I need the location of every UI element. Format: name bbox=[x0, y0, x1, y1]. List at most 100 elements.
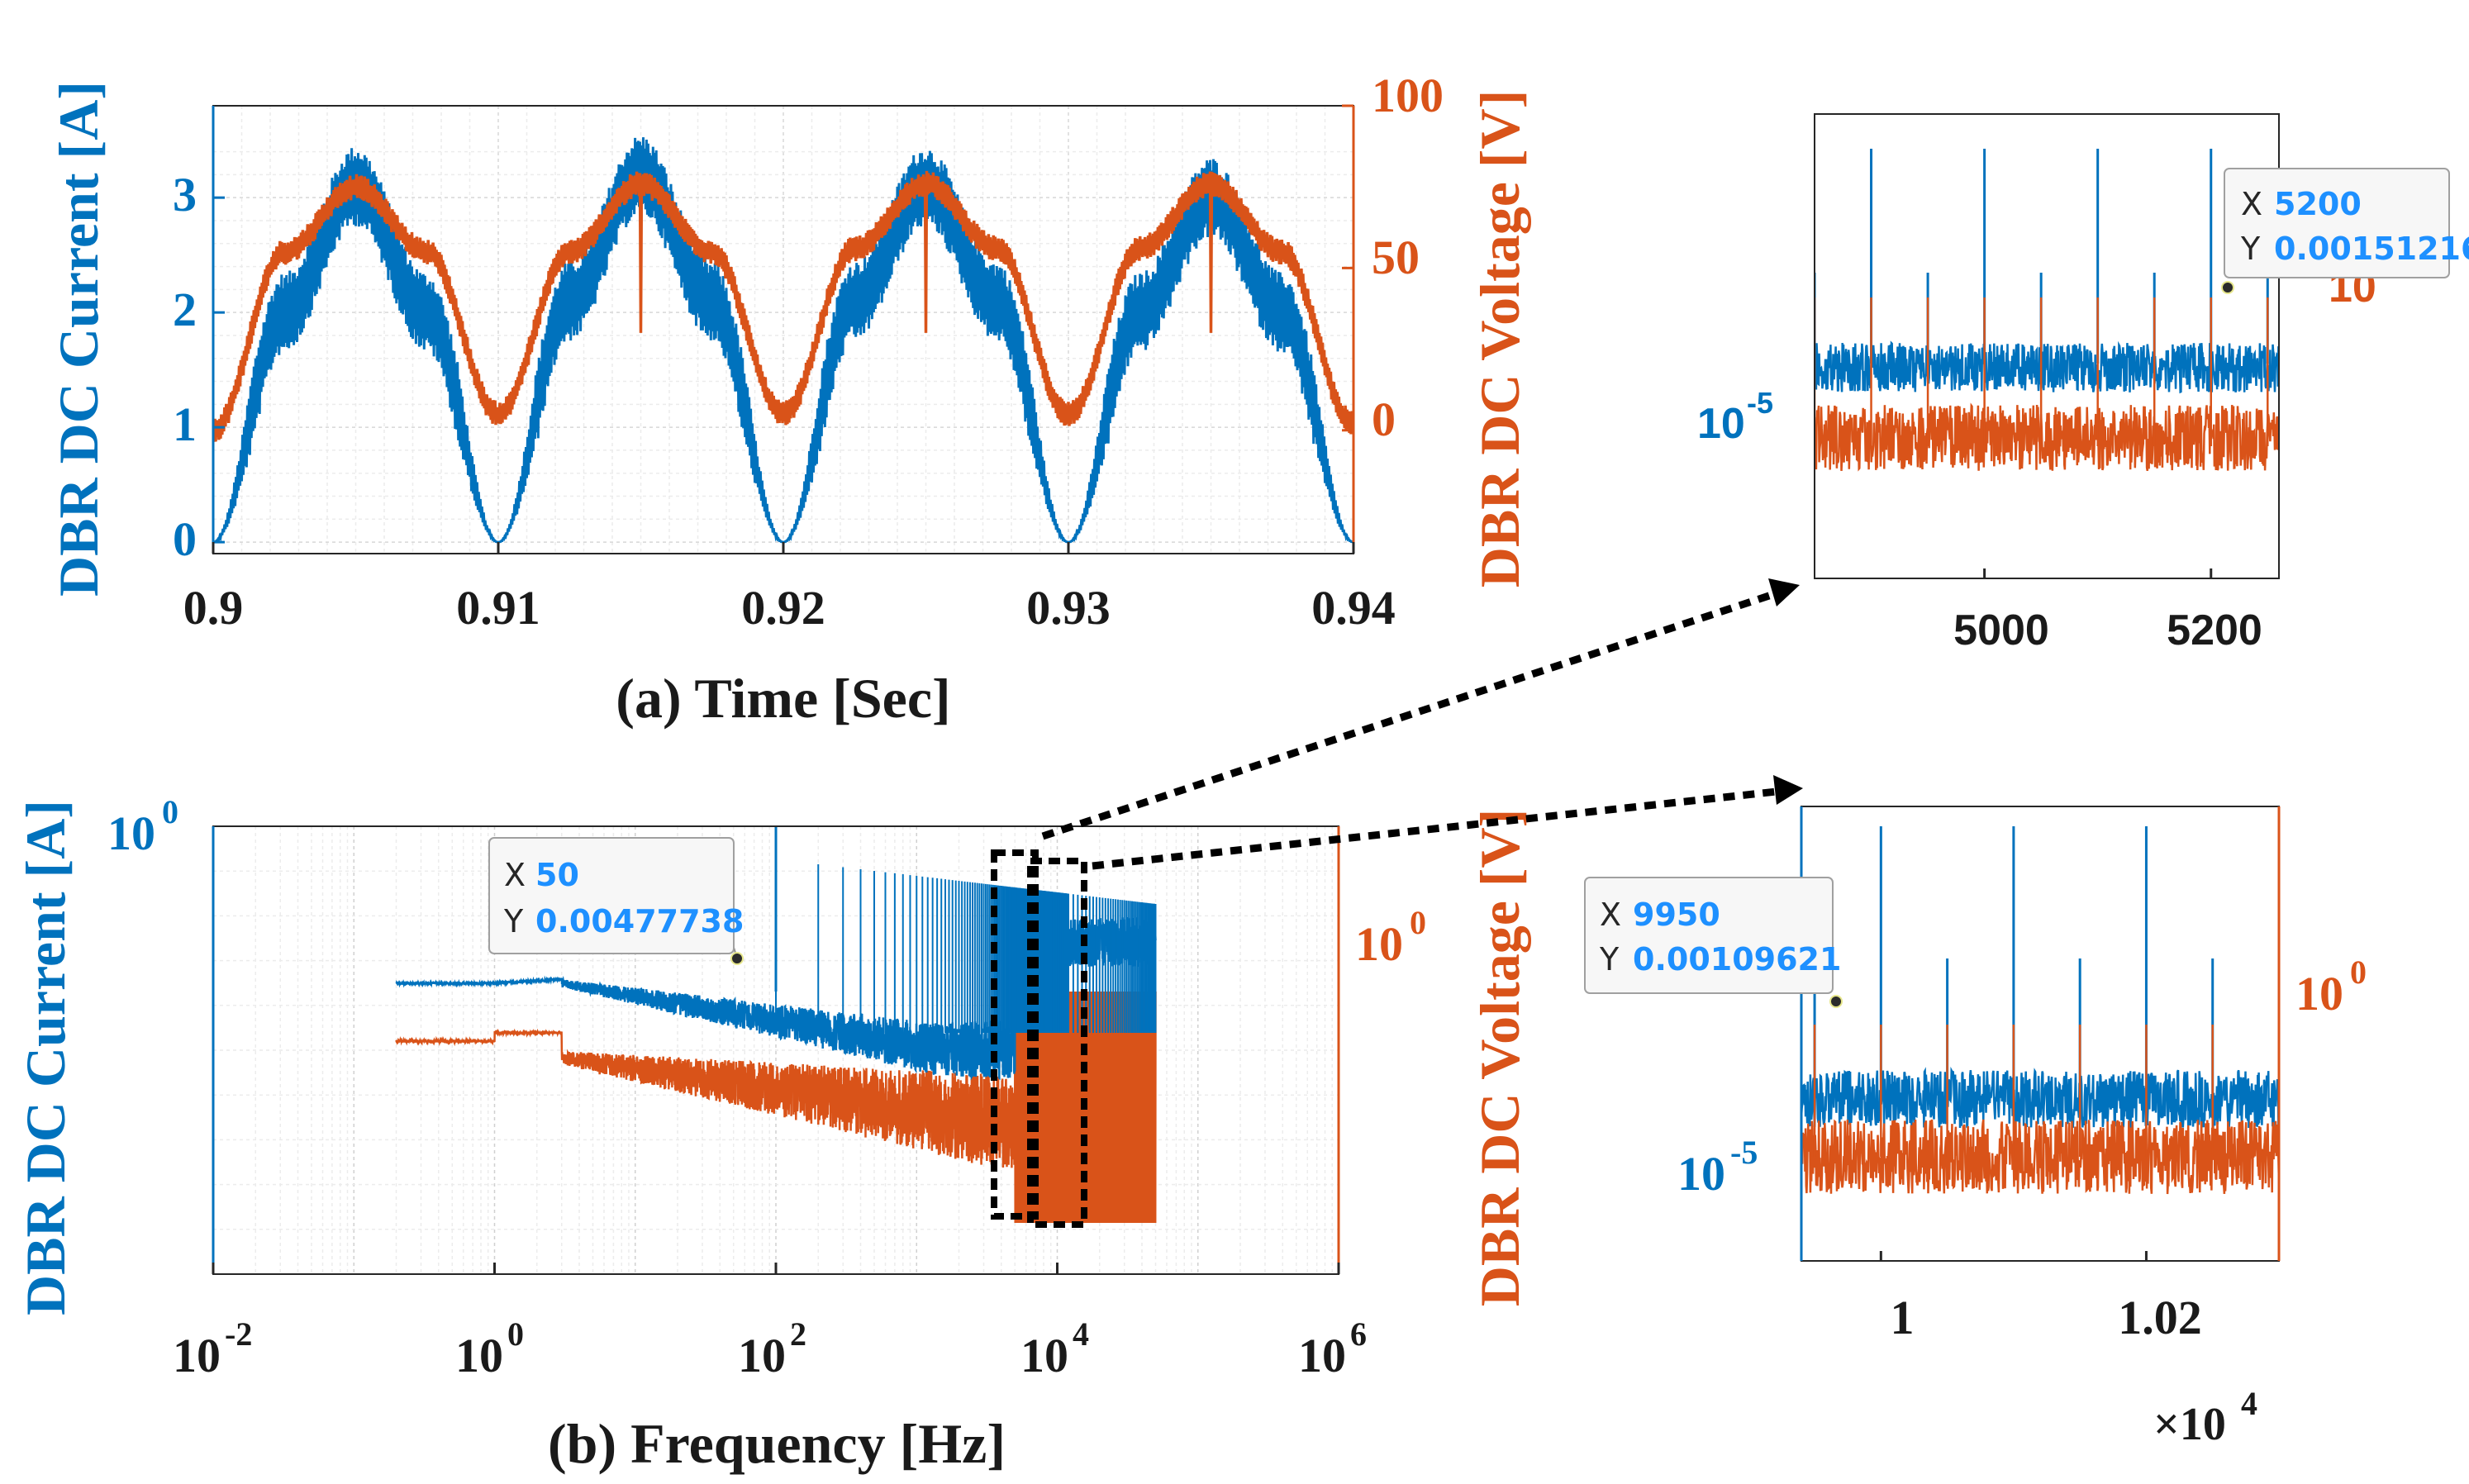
zoom-bottom-xtick: 1 bbox=[1891, 1291, 1915, 1344]
zoom-top-ticks bbox=[1983, 568, 2213, 578]
panel-b-xtick-base: 10 bbox=[1020, 1329, 1068, 1382]
panel-a-ytick-left: 1 bbox=[173, 397, 197, 451]
panel-b-ytick-right-base: 10 bbox=[1355, 917, 1403, 971]
panel-b-xtick-exp: 4 bbox=[1073, 1315, 1089, 1353]
zoom-box-right bbox=[1027, 858, 1087, 1228]
panel-b-datatip-x-label: X bbox=[504, 857, 526, 893]
panel-b-datatip[interactable]: X 50 Y 0.00477738 bbox=[488, 837, 744, 965]
zoom-top-frame bbox=[1814, 113, 2280, 579]
panel-b-xtick-base: 10 bbox=[738, 1329, 786, 1382]
panel-b-ylabel-left: DBR DC Current [A] bbox=[14, 800, 77, 1315]
panel-b-datatip-y-label: Y bbox=[503, 903, 524, 939]
zoom-top-datatip-marker[interactable] bbox=[2221, 281, 2234, 294]
panel-b-xtick: 10 4 bbox=[1020, 1315, 1089, 1382]
panel-b: 10 -2 10 0 10 2 10 4 10 6 10 0 10 0 (b) … bbox=[14, 793, 1531, 1475]
panel-b-xtick-base: 10 bbox=[1298, 1329, 1346, 1382]
zoom-top-plot-area bbox=[1815, 149, 2279, 472]
panel-b-ytick-left-base: 10 bbox=[107, 806, 155, 860]
zoom-bottom-x-exponent-exp: 4 bbox=[2241, 1385, 2257, 1422]
zoom-connectors bbox=[1041, 578, 1803, 870]
panel-a-xtick: 0.93 bbox=[1026, 581, 1111, 635]
panel-a-xtick: 0.9 bbox=[183, 581, 244, 635]
panel-b-xtick-exp: 2 bbox=[790, 1315, 806, 1353]
panel-b-xtick-exp: -2 bbox=[225, 1315, 252, 1353]
panel-b-datatip-box bbox=[488, 837, 735, 954]
panel-a-xtick: 0.91 bbox=[456, 581, 540, 635]
panel-b-datatip-marker[interactable] bbox=[730, 952, 744, 965]
zoom-bottom-ytick-right-base: 10 bbox=[2295, 967, 2343, 1020]
zoom-top-xtick: 5200 bbox=[2167, 606, 2262, 654]
panel-b-xtick-base: 10 bbox=[455, 1329, 503, 1382]
zoom-bottom-ticks bbox=[1879, 1251, 2148, 1261]
connector-arrow-bottom bbox=[1092, 787, 1777, 870]
panel-a: 0.9 0.91 0.92 0.93 0.94 0 1 2 3 0 50 100… bbox=[47, 69, 1531, 730]
panel-a-xlabel: (a) Time [Sec] bbox=[616, 667, 950, 730]
panel-a-ylabel-left: DBR DC Current [A] bbox=[47, 81, 110, 597]
zoom-bottom-datatip[interactable]: X 9950 Y 0.00109621 bbox=[1584, 877, 1843, 1008]
zoom-bottom-ytick-right: 10 0 bbox=[2295, 954, 2367, 1020]
zoom-bottom-datatip-box bbox=[1584, 877, 1834, 994]
panel-a-xtick: 0.92 bbox=[741, 581, 825, 635]
panel-a-ytick-left: 2 bbox=[173, 283, 197, 336]
panel-b-xtick: 10 2 bbox=[738, 1315, 806, 1382]
panel-a-ytick-left: 0 bbox=[173, 512, 197, 566]
connector-arrowhead-top bbox=[1768, 578, 1800, 606]
panel-b-xtick-exp: 0 bbox=[507, 1315, 524, 1353]
connector-arrowhead-bottom bbox=[1773, 775, 1803, 805]
panel-a-ticks bbox=[212, 104, 1355, 554]
panel-zoom-top: 5000 5200 10 -5 10 X 5200 Y 0.00151216 bbox=[1697, 113, 2469, 654]
zoom-bottom-ytick-right-exp: 0 bbox=[2350, 954, 2367, 991]
zoom-top-ytick-left-exp: -5 bbox=[1747, 386, 1773, 420]
zoom-top-datatip-x-value: 5200 bbox=[2274, 186, 2362, 222]
panel-b-xtick-exp: 6 bbox=[1350, 1315, 1367, 1353]
panel-b-ytick-right: 10 0 bbox=[1355, 904, 1426, 971]
connector-arrow-top bbox=[1041, 589, 1778, 840]
zoom-top-xtick: 5000 bbox=[1953, 606, 2049, 654]
panel-a-ytick-right: 100 bbox=[1372, 69, 1444, 122]
zoom-top-datatip-box bbox=[2224, 168, 2450, 278]
panel-b-ytick-left-exp: 0 bbox=[162, 793, 178, 830]
zoom-bottom-current-line bbox=[1801, 1066, 2279, 1130]
zoom-box-left bbox=[991, 849, 1039, 1220]
panel-a-ylabel-right: DBR DC Voltage [V] bbox=[1468, 90, 1531, 588]
zoom-bottom-datatip-y-label: Y bbox=[1599, 941, 1620, 977]
zoom-top-datatip[interactable]: X 5200 Y 0.00151216 bbox=[2221, 168, 2469, 294]
zoom-bottom-datatip-y-value: 0.00109621 bbox=[1633, 941, 1841, 977]
zoom-bottom-ytick-left-exp: -5 bbox=[1730, 1134, 1758, 1171]
panel-a-ytick-left: 3 bbox=[173, 168, 197, 221]
zoom-top-current-line bbox=[1815, 340, 2279, 394]
zoom-bottom-frame bbox=[1801, 806, 2280, 1262]
zoom-top-datatip-x-label: X bbox=[2241, 186, 2262, 222]
zoom-top-datatip-y-label: Y bbox=[2240, 231, 2261, 267]
panel-zoom-bottom: 1 1.02 ×10 4 10 -5 10 0 X 9950 Y 0.00109… bbox=[1584, 806, 2367, 1450]
panel-b-xlabel: (b) Frequency [Hz] bbox=[548, 1412, 1006, 1475]
panel-b-xtick: 10 6 bbox=[1298, 1315, 1367, 1382]
panel-b-xtick: 10 0 bbox=[455, 1315, 524, 1382]
panel-b-ytick-left: 10 0 bbox=[107, 793, 178, 860]
zoom-bottom-voltage-line bbox=[1801, 1119, 2279, 1195]
zoom-bottom-ytick-left: 10 -5 bbox=[1677, 1134, 1758, 1201]
panel-b-ylabel-right: DBR DC Voltage [V] bbox=[1468, 809, 1531, 1307]
panel-a-ytick-right: 0 bbox=[1372, 392, 1396, 446]
zoom-bottom-plot-area bbox=[1801, 826, 2279, 1195]
zoom-bottom-x-exponent: ×10 4 bbox=[2153, 1385, 2257, 1450]
zoom-bottom-datatip-marker[interactable] bbox=[1829, 995, 1843, 1008]
voltage-series-line bbox=[213, 170, 1353, 442]
zoom-top-ytick-left-base: 10 bbox=[1697, 400, 1745, 448]
panel-b-ticks bbox=[212, 1263, 1340, 1274]
panel-b-datatip-y-value: 0.00477738 bbox=[535, 903, 744, 939]
zoom-bottom-x-exponent-base: ×10 bbox=[2153, 1399, 2226, 1450]
zoom-bottom-ytick-left-base: 10 bbox=[1677, 1147, 1725, 1201]
panel-b-xtick-base: 10 bbox=[173, 1329, 221, 1382]
panel-b-datatip-x-value: 50 bbox=[535, 857, 579, 893]
zoom-bottom-datatip-x-value: 9950 bbox=[1633, 897, 1720, 933]
zoom-top-ytick-left: 10 -5 bbox=[1697, 386, 1773, 448]
zoom-bottom-datatip-x-label: X bbox=[1600, 897, 1621, 933]
panel-a-ytick-right: 50 bbox=[1372, 231, 1420, 284]
panel-a-grid bbox=[212, 106, 1354, 554]
panel-b-xtick: 10 -2 bbox=[173, 1315, 252, 1382]
panel-a-xtick: 0.94 bbox=[1311, 581, 1396, 635]
zoom-bottom-xtick: 1.02 bbox=[2118, 1291, 2202, 1344]
zoom-top-voltage-line bbox=[1815, 402, 2279, 472]
